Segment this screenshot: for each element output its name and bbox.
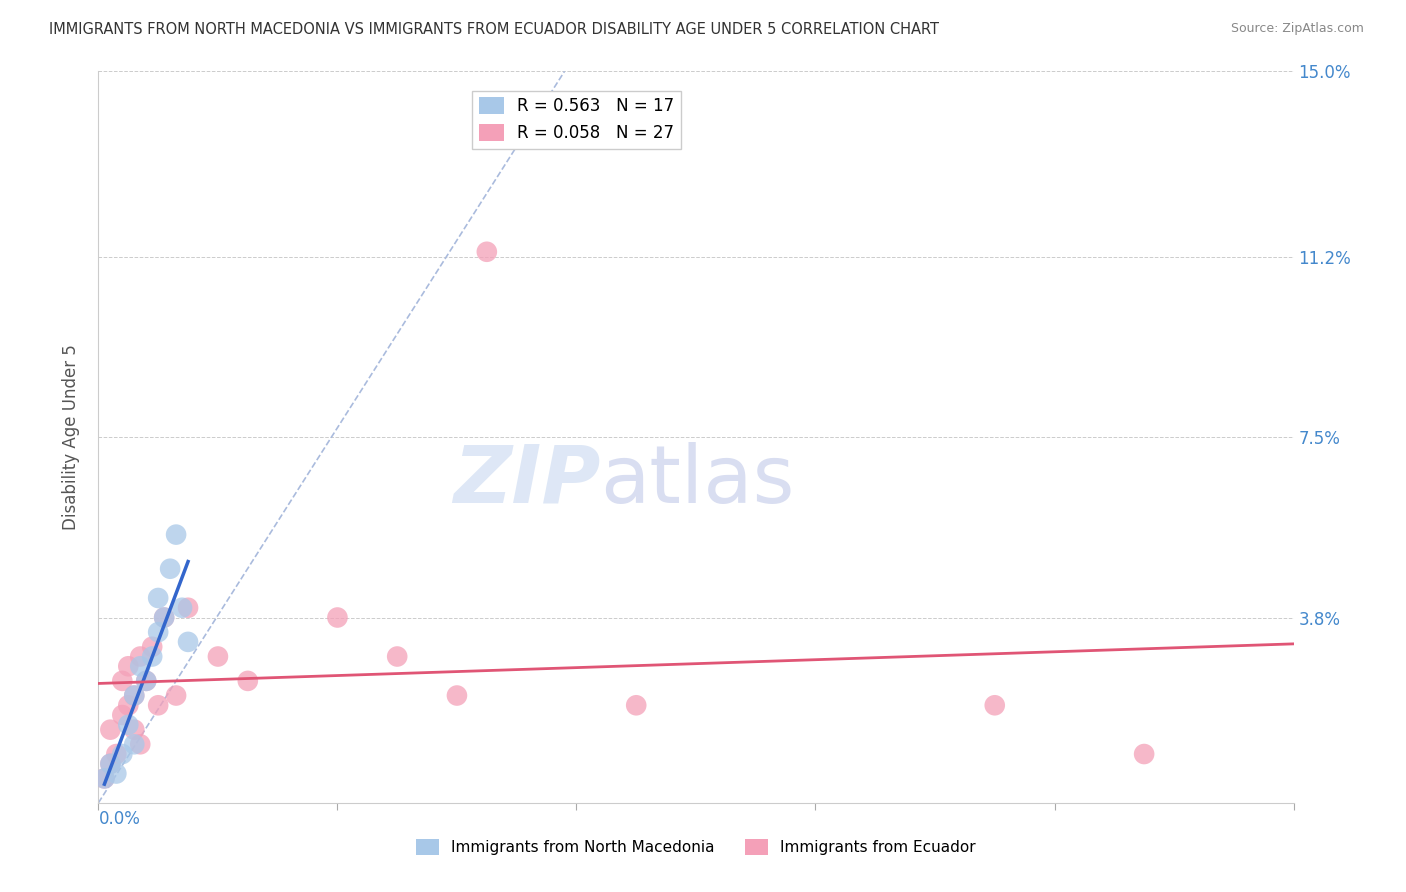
Point (98, 756, 122, 771)
Point (111, 747, 134, 761)
Point (446, 689, 468, 703)
Point (207, 649, 229, 664)
Point (626, 698, 648, 713)
Point (117, 718, 139, 732)
Point (105, 766, 128, 780)
Point (148, 625, 170, 640)
Point (177, 600, 200, 615)
Point (124, 723, 146, 737)
Text: ZIP: ZIP (453, 442, 600, 520)
Point (385, 649, 409, 664)
Legend: Immigrants from North Macedonia, Immigrants from Ecuador: Immigrants from North Macedonia, Immigra… (411, 833, 981, 861)
Point (141, 640, 163, 654)
Point (98, 756, 122, 771)
Point (93, 772, 115, 786)
Point (135, 673, 157, 688)
Point (326, 610, 349, 624)
Text: 0.0%: 0.0% (98, 810, 141, 828)
Point (148, 698, 170, 713)
Point (111, 673, 134, 688)
Point (172, 600, 194, 615)
Point (475, 244, 498, 259)
Point (1133, 747, 1156, 761)
Point (135, 673, 157, 688)
Point (124, 737, 146, 751)
Point (98, 723, 122, 737)
Point (141, 649, 163, 664)
Point (165, 527, 187, 541)
Point (117, 698, 139, 713)
Point (177, 635, 200, 649)
Point (129, 649, 152, 664)
Point (159, 562, 181, 576)
Point (236, 673, 259, 688)
Text: IMMIGRANTS FROM NORTH MACEDONIA VS IMMIGRANTS FROM ECUADOR DISABILITY AGE UNDER : IMMIGRANTS FROM NORTH MACEDONIA VS IMMIG… (49, 22, 939, 37)
Point (984, 698, 1007, 713)
Point (165, 689, 187, 703)
Point (124, 689, 146, 703)
Point (129, 737, 152, 751)
Point (93, 772, 115, 786)
Y-axis label: Disability Age Under 5: Disability Age Under 5 (62, 344, 80, 530)
Text: Source: ZipAtlas.com: Source: ZipAtlas.com (1230, 22, 1364, 36)
Point (117, 659, 139, 673)
Point (105, 747, 128, 761)
Point (111, 708, 134, 723)
Point (148, 591, 170, 605)
Point (124, 689, 146, 703)
Point (153, 610, 176, 624)
Point (153, 610, 176, 624)
Point (129, 659, 152, 673)
Text: atlas: atlas (600, 442, 794, 520)
